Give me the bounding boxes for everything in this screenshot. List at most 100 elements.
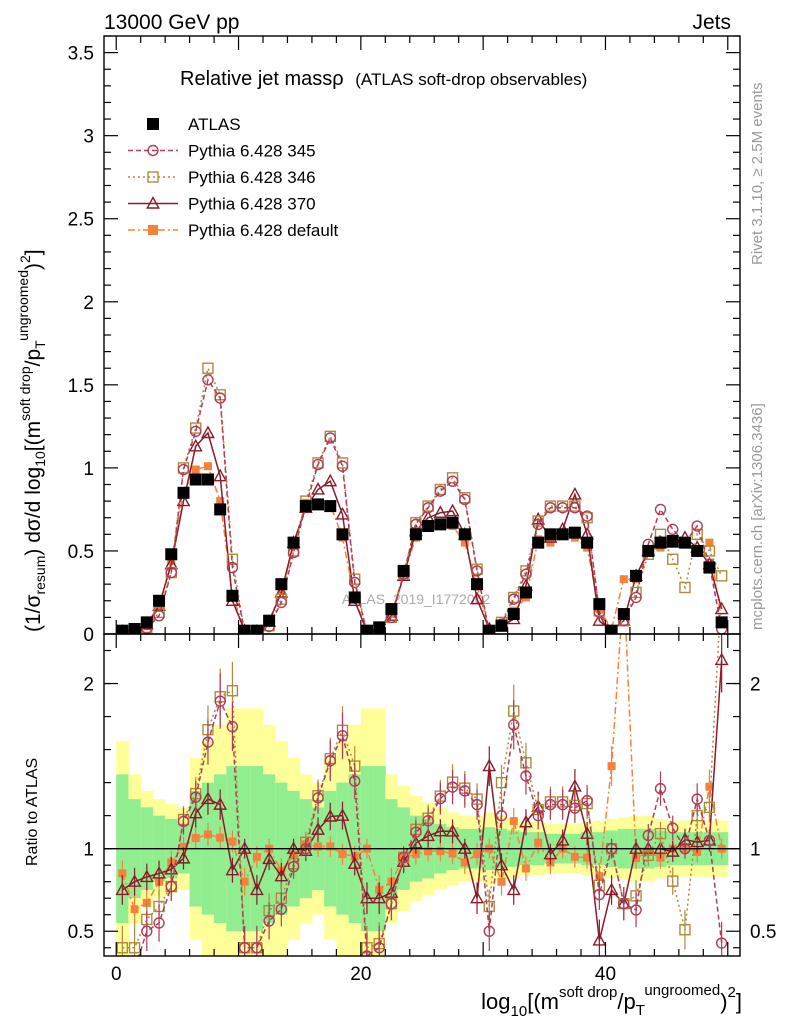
data-point bbox=[544, 502, 557, 514]
data-point bbox=[360, 624, 373, 634]
data-point bbox=[446, 475, 459, 487]
data-point bbox=[494, 857, 509, 871]
data-point bbox=[179, 842, 188, 851]
y-tick-label-main: 2 bbox=[83, 293, 94, 314]
data-point bbox=[190, 422, 202, 434]
data-point bbox=[714, 652, 729, 666]
data-point bbox=[667, 822, 679, 834]
data-point bbox=[191, 465, 200, 474]
data-point bbox=[287, 860, 300, 873]
data-point bbox=[532, 518, 544, 531]
data-point bbox=[630, 591, 642, 604]
data-point bbox=[176, 493, 191, 507]
data-point bbox=[189, 473, 202, 486]
data-point bbox=[715, 570, 728, 582]
data-point bbox=[690, 834, 705, 848]
energy-label: 13000 GeV pp bbox=[104, 11, 239, 34]
data-point bbox=[226, 589, 239, 602]
data-point bbox=[581, 510, 593, 522]
y-tick-label-ratio-right: 1 bbox=[750, 840, 761, 861]
data-point bbox=[556, 502, 569, 514]
data-point bbox=[147, 118, 159, 130]
data-point bbox=[534, 838, 543, 847]
data-point bbox=[361, 950, 373, 956]
main-plot-series bbox=[116, 362, 729, 634]
y-tick-label-main: 2.5 bbox=[68, 210, 94, 231]
data-point bbox=[654, 827, 667, 840]
data-point bbox=[312, 498, 325, 511]
data-point bbox=[654, 782, 667, 795]
series-0-main bbox=[116, 473, 728, 634]
series-1-ratio bbox=[138, 673, 728, 956]
data-point bbox=[275, 596, 288, 609]
legend-entry: ATLAS bbox=[147, 115, 241, 134]
data-point bbox=[347, 856, 362, 869]
data-point bbox=[593, 888, 606, 901]
y-tick-label-main: 3.5 bbox=[68, 44, 94, 65]
data-point bbox=[153, 917, 165, 929]
data-point bbox=[228, 837, 237, 846]
data-point bbox=[275, 593, 288, 605]
data-point bbox=[139, 869, 154, 883]
data-point bbox=[433, 823, 448, 837]
data-point bbox=[238, 624, 251, 634]
data-point bbox=[691, 793, 703, 805]
data-point bbox=[323, 809, 338, 822]
data-point bbox=[531, 511, 546, 525]
data-point bbox=[250, 624, 263, 634]
legend-label: ATLAS bbox=[188, 115, 241, 134]
process-label: Jets bbox=[692, 11, 731, 34]
data-point bbox=[508, 719, 520, 731]
legend-entry: Pythia 6.428 default bbox=[128, 221, 339, 240]
legend-entry: Pythia 6.428 345 bbox=[128, 142, 316, 161]
data-point bbox=[592, 932, 607, 946]
data-point bbox=[532, 809, 544, 822]
data-point bbox=[445, 823, 460, 837]
data-point bbox=[509, 817, 518, 826]
data-point bbox=[543, 846, 558, 860]
data-point bbox=[619, 575, 628, 584]
data-point bbox=[483, 925, 495, 937]
data-point bbox=[177, 486, 190, 499]
data-point bbox=[312, 792, 324, 804]
data-point bbox=[544, 528, 557, 541]
data-point bbox=[592, 613, 607, 626]
data-point bbox=[373, 942, 385, 954]
data-point bbox=[148, 225, 158, 235]
data-point bbox=[177, 815, 190, 828]
data-point bbox=[654, 536, 667, 549]
data-point bbox=[679, 924, 691, 936]
data-point bbox=[665, 844, 680, 857]
data-point bbox=[471, 798, 483, 811]
data-point bbox=[203, 462, 212, 471]
data-point bbox=[570, 852, 579, 861]
data-point bbox=[249, 882, 264, 896]
data-point bbox=[252, 852, 261, 861]
data-point bbox=[348, 591, 361, 604]
data-point bbox=[556, 528, 569, 541]
data-point bbox=[691, 544, 704, 557]
rivet-label: Rivet 3.1.10, ≥ 2.5M events bbox=[749, 83, 766, 266]
data-point bbox=[214, 392, 226, 404]
data-point bbox=[153, 594, 166, 607]
data-point bbox=[213, 468, 228, 482]
data-point bbox=[203, 830, 212, 839]
data-point bbox=[581, 794, 593, 807]
data-point bbox=[240, 877, 249, 886]
data-point bbox=[372, 890, 387, 904]
plot-title: Relative jet massρ (ATLAS soft-drop obse… bbox=[180, 68, 587, 90]
y-tick-label-main: 3 bbox=[83, 127, 94, 148]
data-point bbox=[336, 457, 349, 469]
data-point bbox=[326, 842, 335, 851]
legend-label: Pythia 6.428 default bbox=[188, 221, 339, 240]
data-point bbox=[188, 805, 203, 819]
data-point bbox=[483, 624, 496, 634]
data-point bbox=[715, 616, 728, 629]
data-point bbox=[520, 770, 532, 782]
data-point bbox=[202, 736, 214, 748]
data-point bbox=[422, 815, 434, 827]
data-point bbox=[421, 828, 436, 842]
data-point bbox=[238, 942, 251, 954]
y-tick-label-main: 1 bbox=[83, 459, 94, 480]
